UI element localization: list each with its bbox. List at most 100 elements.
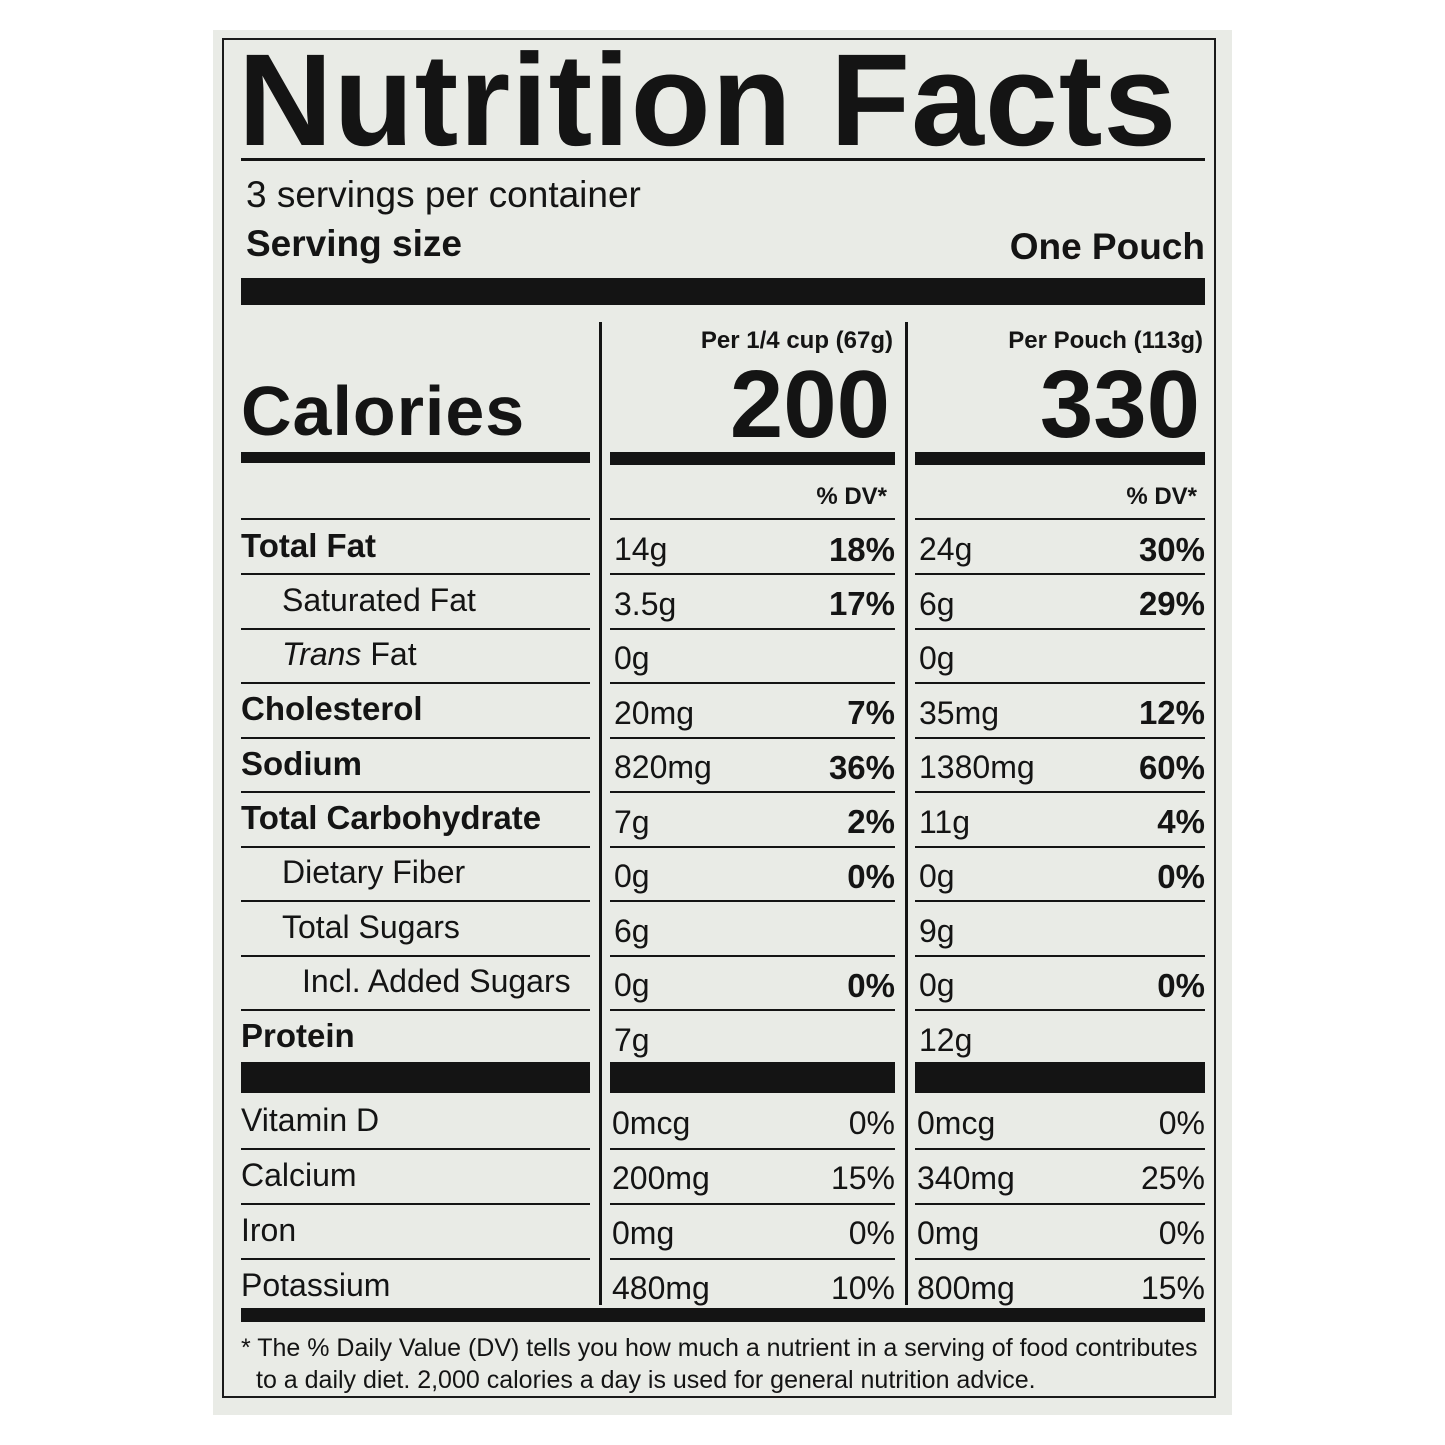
amount: 35mg xyxy=(919,694,1000,731)
row-line xyxy=(915,518,1205,520)
calories-bar xyxy=(610,452,895,465)
row-line xyxy=(915,791,1205,793)
column-header: Per Pouch (113g) xyxy=(1008,326,1203,354)
amount: 340mg xyxy=(917,1160,1015,1197)
row-line xyxy=(241,1009,590,1011)
calories-label: Calories xyxy=(241,371,526,450)
amount: 7g xyxy=(614,803,650,840)
daily-value: 30% xyxy=(1138,530,1205,568)
amount: 0mcg xyxy=(612,1105,691,1142)
row-line xyxy=(241,736,590,739)
amount: 480mg xyxy=(612,1270,710,1307)
daily-value: 18% xyxy=(828,530,895,568)
row-line xyxy=(610,573,895,575)
thick-bar xyxy=(610,1062,895,1093)
amount: 9g xyxy=(919,912,955,949)
amount: 14g xyxy=(614,531,668,568)
amount: 12g xyxy=(919,1021,973,1058)
calories-value: 330 xyxy=(1039,351,1200,459)
nutrient-name: Total Carbohydrate xyxy=(241,799,542,837)
row-line xyxy=(610,954,895,957)
calories-bar xyxy=(241,452,590,463)
dv-header: % DV* xyxy=(1126,482,1197,510)
thick-bar xyxy=(241,278,1205,305)
amount: 0g xyxy=(919,858,955,895)
row-line xyxy=(610,627,895,630)
daily-value: 17% xyxy=(828,585,895,623)
daily-value: 0% xyxy=(848,1215,895,1252)
nutrient-name: Incl. Added Sugars xyxy=(302,963,571,1000)
row-line xyxy=(610,900,895,902)
amount: 0g xyxy=(614,967,650,1004)
serving-size-value: One Pouch xyxy=(1009,225,1205,267)
amount: 3.5g xyxy=(614,585,677,622)
row-line xyxy=(610,845,895,848)
nutrient-name: Cholesterol xyxy=(241,690,423,728)
amount: 6g xyxy=(919,585,955,622)
servings: 3 servings per container xyxy=(246,173,641,215)
amount: 0g xyxy=(614,858,650,895)
daily-value: 0% xyxy=(848,1105,895,1142)
amount: 11g xyxy=(919,803,971,840)
thick-bar xyxy=(241,1308,1205,1322)
amount: 0mg xyxy=(917,1215,980,1252)
nutrient-name: Sodium xyxy=(241,744,362,782)
rule xyxy=(241,158,1205,161)
calories-value: 200 xyxy=(729,351,890,459)
row-line xyxy=(610,1258,895,1260)
footnote: * The % Daily Value (DV) tells you how m… xyxy=(241,1334,1198,1362)
daily-value: 10% xyxy=(830,1270,895,1307)
daily-value: 7% xyxy=(847,694,895,732)
row-line xyxy=(610,518,895,520)
nutrient-name-text: Fat xyxy=(370,636,417,673)
vitamin-name: Vitamin D xyxy=(241,1102,380,1139)
row-line xyxy=(241,518,590,520)
amount: 1380mg xyxy=(919,749,1035,786)
row-line xyxy=(915,1203,1205,1205)
serving-size-label: Serving size xyxy=(246,222,462,264)
daily-value: 15% xyxy=(1140,1270,1205,1307)
row-line xyxy=(915,682,1205,684)
amount: 0g xyxy=(919,640,955,677)
row-line xyxy=(241,682,590,684)
vitamin-name: Potassium xyxy=(241,1267,391,1304)
row-line xyxy=(915,1258,1205,1260)
amount: 0mcg xyxy=(917,1105,996,1142)
amount: 7g xyxy=(614,1021,650,1058)
row-line xyxy=(241,1148,590,1150)
footnote: to a daily diet. 2,000 calories a day is… xyxy=(256,1366,1036,1394)
row-line xyxy=(241,900,590,902)
daily-value: 0% xyxy=(847,966,895,1004)
amount: 0mg xyxy=(612,1215,675,1252)
row-line xyxy=(610,736,895,739)
column-header: Per 1/4 cup (67g) xyxy=(700,326,893,354)
nutrient-name: Trans Fat xyxy=(282,638,417,670)
daily-value: 4% xyxy=(1157,803,1205,841)
daily-value: 0% xyxy=(847,857,895,895)
daily-value: 25% xyxy=(1140,1160,1205,1197)
amount: 200mg xyxy=(612,1160,710,1197)
amount: 0g xyxy=(919,967,955,1004)
label-panel xyxy=(213,30,1232,1415)
title: Nutrition Facts xyxy=(238,25,1178,173)
nutrient-name-italic: Trans xyxy=(282,636,362,673)
daily-value: 0% xyxy=(1158,1215,1205,1252)
daily-value: 29% xyxy=(1138,585,1205,623)
label-border xyxy=(222,38,1216,1398)
daily-value: 15% xyxy=(830,1160,895,1197)
daily-value: 0% xyxy=(1157,966,1205,1004)
row-line xyxy=(241,627,590,630)
column-divider xyxy=(905,322,908,1305)
column-divider xyxy=(599,322,602,1305)
amount: 820mg xyxy=(614,749,712,786)
nutrient-name: Saturated Fat xyxy=(282,581,476,618)
row-line xyxy=(241,954,590,957)
row-line xyxy=(610,791,895,793)
row-line xyxy=(915,1148,1205,1150)
dv-header: % DV* xyxy=(816,482,887,510)
nutrient-name: Total Sugars xyxy=(282,908,460,945)
row-line xyxy=(915,900,1205,902)
amount: 800mg xyxy=(917,1270,1015,1307)
row-line xyxy=(915,627,1205,630)
